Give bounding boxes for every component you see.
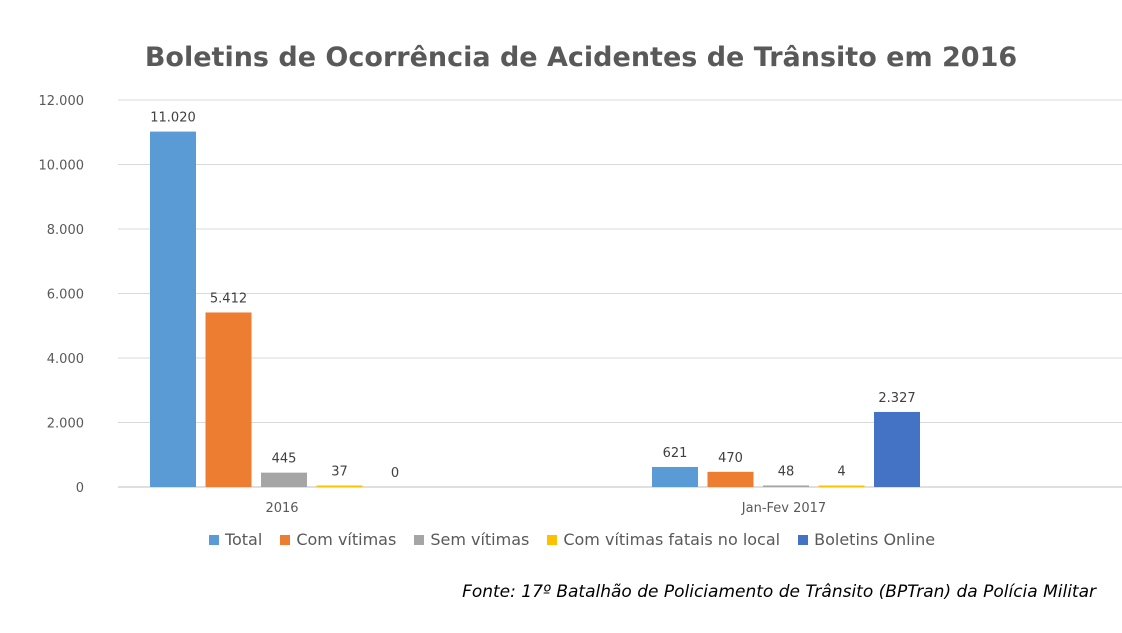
legend-swatch [208,534,219,545]
data-label: 2.327 [878,391,915,406]
y-tick-label: 12.000 [39,94,85,109]
source-note: Fonte: 17º Batalhão de Policiamento de T… [462,582,1096,602]
y-tick-label: 4.000 [47,352,84,367]
data-label: 621 [663,446,688,461]
bar [763,485,809,487]
data-label: 48 [778,464,795,479]
legend-item: Boletins Online [798,530,935,549]
bars [150,131,920,488]
bar [150,131,196,488]
legend-label: Boletins Online [814,530,936,549]
data-label: 4 [837,465,845,480]
legend-swatch [547,534,558,545]
bar [261,472,307,487]
data-label: 445 [272,452,297,467]
legend-label: Com vítimas [296,530,397,549]
data-labels: 11.020 5.412 445 37 0 621 470 48 4 2.327 [150,111,915,481]
legend-item: Total [208,530,263,549]
x-tick-label: Jan-Fev 2017 [741,501,826,516]
legend-label: Total [224,530,263,549]
bar [652,466,698,487]
bar [205,312,252,487]
x-tick-label: 2016 [265,501,298,516]
gridlines [118,99,1122,488]
data-label: 0 [391,466,399,481]
legend-label: Com vítimas fatais no local [563,530,781,549]
data-label: 5.412 [210,291,247,306]
y-tick-label: 10.000 [39,159,85,174]
legend-item: Com vítimas [280,530,396,549]
bar [316,485,363,487]
bar [818,485,865,487]
bar [707,471,754,487]
x-axis: 2016 Jan-Fev 2017 [265,501,826,516]
legend-item: Com vítimas fatais no local [547,530,780,549]
bar [874,411,920,487]
data-label: 470 [718,451,743,466]
legend-item: Sem vítimas [414,530,529,549]
y-axis: 0 2.000 4.000 6.000 8.000 10.000 12.000 [39,94,85,496]
chart-title: Boletins de Ocorrência de Acidentes de T… [144,42,1018,73]
y-tick-label: 2.000 [47,417,84,432]
legend-swatch [414,534,425,545]
data-label: 11.020 [150,111,196,126]
legend: Total Com vítimas Sem vítimas Com vítimas f… [0,530,1122,549]
y-tick-label: 6.000 [47,288,84,303]
legend-swatch [280,534,291,545]
legend-label: Sem vítimas [430,530,530,549]
y-tick-label: 0 [76,481,84,496]
y-tick-label: 8.000 [47,223,84,238]
data-label: 37 [331,465,348,480]
legend-swatch [798,534,809,545]
